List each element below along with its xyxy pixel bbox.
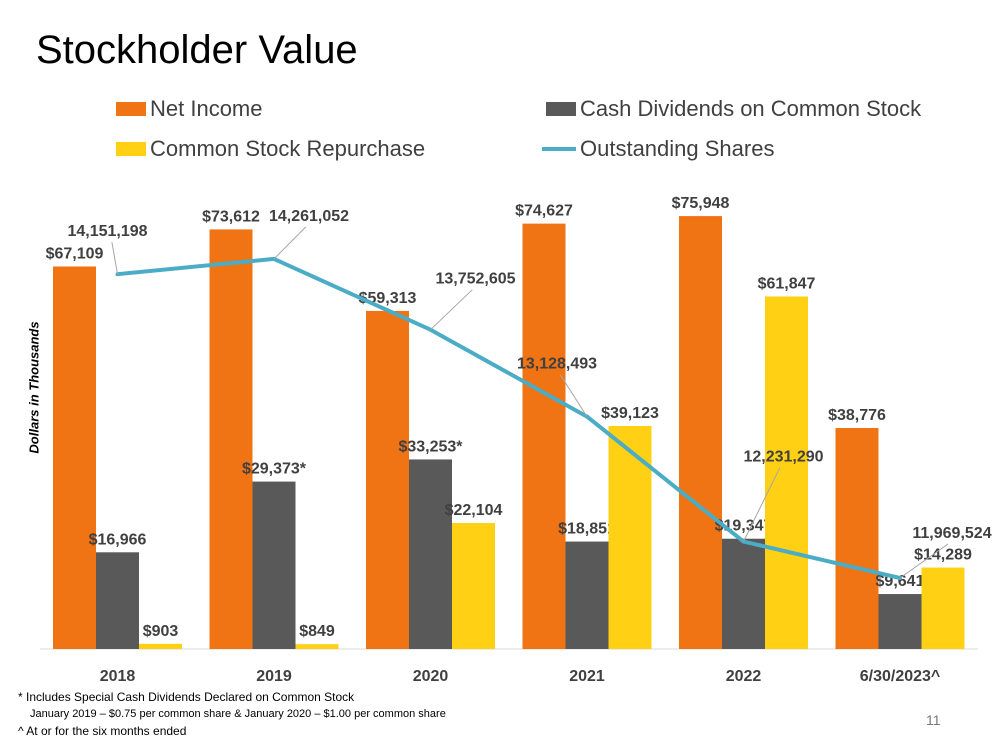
bar-net_income-4 [679, 216, 722, 649]
bar-repurchase-1 [295, 644, 339, 649]
page-number: 11 [926, 712, 941, 728]
legend-net-income-label: Net Income [150, 96, 263, 121]
bar-cash_dividends-5 [878, 594, 922, 649]
data-label-cash_dividends-3: $18,851 [558, 521, 616, 538]
legend-repurchase-swatch [116, 142, 146, 156]
legend-net-income: Net Income [116, 96, 263, 122]
data-label-net_income-4: $75,948 [672, 195, 730, 212]
shares-label-5: 11,969,524 [912, 525, 991, 542]
bar-cash_dividends-2 [409, 459, 452, 649]
bar-repurchase-3 [608, 425, 652, 649]
bar-net_income-1 [209, 229, 253, 649]
shares-leader-3 [559, 374, 588, 417]
x-tick-label-3: 2021 [569, 668, 605, 685]
legend-shares: Outstanding Shares [542, 136, 774, 162]
footnote-1: * Includes Special Cash Dividends Declar… [18, 690, 355, 704]
data-label-repurchase-5: $14,289 [914, 547, 972, 564]
shares-label-4: 12,231,290 [743, 449, 823, 466]
chart-area: $67,109 $73,612 $59,313 $74,627 $75,948 $38,7… [40, 195, 992, 685]
bar-repurchase-4 [765, 296, 808, 649]
data-label-net_income-3: $74,627 [515, 203, 573, 220]
legend-shares-swatch [542, 147, 576, 151]
footnote-3: ^ At or for the six months ended [18, 724, 187, 738]
legend-net-income-swatch [116, 102, 146, 116]
bar-cash_dividends-0 [96, 552, 139, 649]
bar-repurchase-5 [921, 567, 965, 649]
shares-leader-2 [430, 289, 473, 331]
bar-net_income-5 [835, 427, 879, 649]
data-label-net_income-2: $59,313 [359, 290, 417, 307]
data-label-repurchase-2: $22,104 [445, 502, 503, 519]
shares-leader-0 [111, 242, 118, 275]
shares-leader-5 [899, 543, 949, 579]
data-label-repurchase-3: $39,123 [601, 405, 659, 422]
x-tick-label-0: 2018 [100, 668, 136, 685]
shares-label-0: 14,151,198 [67, 223, 147, 240]
legend-repurchase-label: Common Stock Repurchase [150, 136, 426, 161]
bar-repurchase-0 [139, 643, 182, 649]
bar-net_income-2 [366, 310, 409, 649]
data-label-repurchase-4: $61,847 [758, 275, 816, 292]
data-label-repurchase-1: $849 [299, 623, 335, 640]
x-tick-label-2: 2020 [413, 668, 449, 685]
footnote-2: January 2019 – $0.75 per common share & … [30, 708, 446, 720]
bar-cash_dividends-4 [722, 538, 765, 649]
bar-net_income-3 [522, 223, 566, 649]
bar-cash_dividends-1 [252, 481, 296, 649]
legend-cash-dividends-label: Cash Dividends on Common Stock [580, 96, 922, 121]
bar-cash_dividends-3 [565, 541, 609, 649]
data-label-cash_dividends-1: $29,373* [242, 461, 307, 478]
x-tick-label-1: 2019 [256, 668, 292, 685]
shares-label-1: 14,261,052 [269, 208, 349, 225]
shares-leader-4 [743, 467, 781, 542]
bar-repurchase-2 [452, 523, 495, 649]
data-label-net_income-0: $67,109 [46, 245, 104, 262]
bar-net_income-0 [53, 266, 96, 649]
page-title: Stockholder Value [36, 28, 358, 72]
legend-cash-dividends-swatch [546, 102, 576, 116]
x-tick-label-5: 6/30/2023^ [860, 668, 941, 685]
legend-repurchase: Common Stock Repurchase [116, 136, 425, 162]
x-tick-label-4: 2022 [726, 668, 762, 685]
shares-label-2: 13,752,605 [435, 271, 515, 288]
legend-cash-dividends: Cash Dividends on Common Stock [546, 96, 921, 122]
shares-line [117, 256, 901, 580]
data-label-net_income-1: $73,612 [202, 208, 260, 225]
shares-leader-1 [273, 226, 307, 260]
data-label-repurchase-0: $903 [143, 623, 179, 640]
data-label-cash_dividends-2: $33,253* [398, 438, 463, 455]
legend-shares-label: Outstanding Shares [580, 136, 775, 161]
shares-label-3: 13,128,493 [517, 356, 597, 373]
data-label-cash_dividends-5: $9,641 [876, 573, 925, 590]
data-label-cash_dividends-0: $16,966 [89, 531, 147, 548]
data-label-net_income-5: $38,776 [828, 407, 886, 424]
